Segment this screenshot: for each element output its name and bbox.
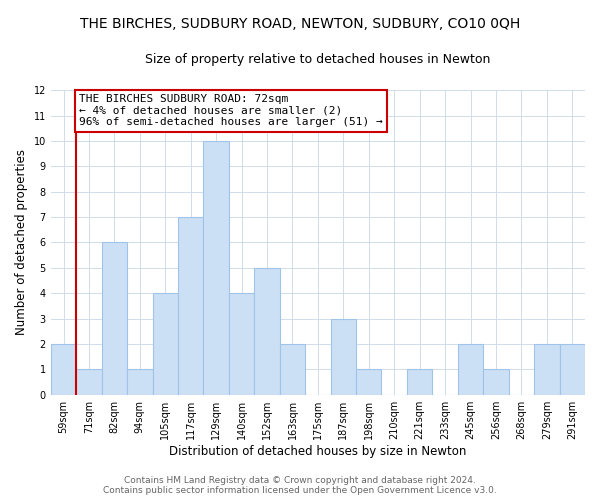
Text: THE BIRCHES, SUDBURY ROAD, NEWTON, SUDBURY, CO10 0QH: THE BIRCHES, SUDBURY ROAD, NEWTON, SUDBU… — [80, 18, 520, 32]
Text: Contains HM Land Registry data © Crown copyright and database right 2024.
Contai: Contains HM Land Registry data © Crown c… — [103, 476, 497, 495]
Bar — [331, 318, 356, 394]
Bar — [127, 370, 152, 394]
Bar — [458, 344, 483, 395]
Bar — [254, 268, 280, 394]
Bar — [51, 344, 76, 395]
Bar — [280, 344, 305, 395]
Bar — [76, 370, 101, 394]
Text: THE BIRCHES SUDBURY ROAD: 72sqm
← 4% of detached houses are smaller (2)
96% of s: THE BIRCHES SUDBURY ROAD: 72sqm ← 4% of … — [79, 94, 383, 128]
Bar — [407, 370, 433, 394]
Bar — [229, 293, 254, 394]
Bar — [101, 242, 127, 394]
Bar — [203, 141, 229, 395]
Bar — [560, 344, 585, 395]
Bar — [152, 293, 178, 394]
Bar — [534, 344, 560, 395]
Title: Size of property relative to detached houses in Newton: Size of property relative to detached ho… — [145, 52, 491, 66]
Y-axis label: Number of detached properties: Number of detached properties — [15, 150, 28, 336]
X-axis label: Distribution of detached houses by size in Newton: Distribution of detached houses by size … — [169, 444, 467, 458]
Bar — [483, 370, 509, 394]
Bar — [178, 217, 203, 394]
Bar — [356, 370, 382, 394]
